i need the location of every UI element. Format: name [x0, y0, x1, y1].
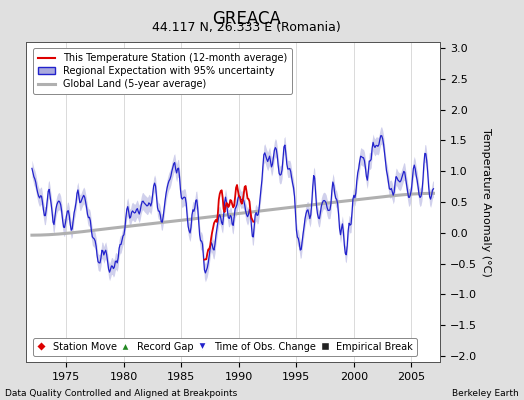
- Text: GREACA: GREACA: [212, 10, 281, 28]
- Text: Data Quality Controlled and Aligned at Breakpoints: Data Quality Controlled and Aligned at B…: [5, 389, 237, 398]
- Legend: Station Move, Record Gap, Time of Obs. Change, Empirical Break: Station Move, Record Gap, Time of Obs. C…: [33, 338, 417, 356]
- Text: Berkeley Earth: Berkeley Earth: [452, 389, 519, 398]
- Text: 44.117 N, 26.333 E (Romania): 44.117 N, 26.333 E (Romania): [152, 21, 341, 34]
- Y-axis label: Temperature Anomaly (°C): Temperature Anomaly (°C): [481, 128, 491, 276]
